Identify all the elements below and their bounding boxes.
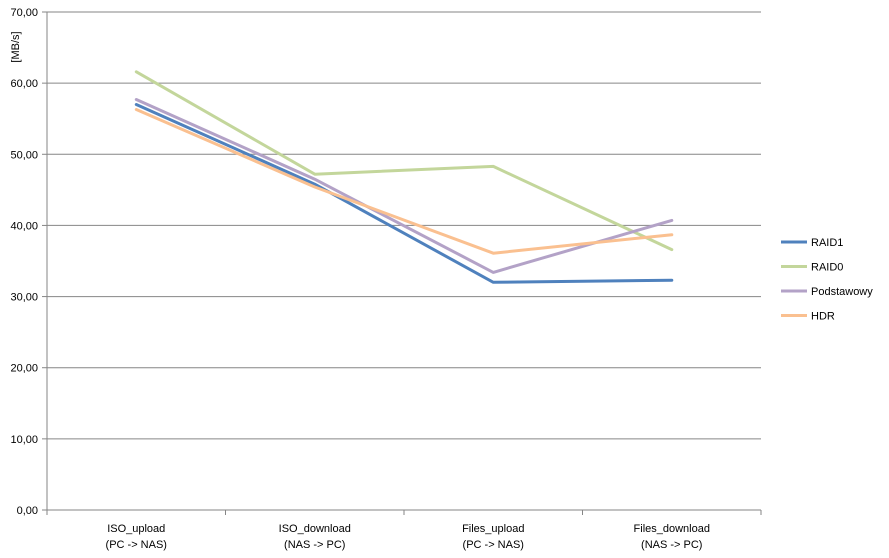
y-tick-label: 10,00 (10, 434, 38, 446)
y-tick-label: 30,00 (10, 292, 38, 304)
y-tick-label: 50,00 (10, 149, 38, 161)
series-line-hdr (134, 108, 674, 255)
x-tick-label: ISO_upload (107, 523, 165, 535)
y-tick-labels: 0,00 10,00 20,00 30,00 40,00 50,00 60,00 70,00 (10, 7, 38, 517)
legend: RAID1 RAID0 Podstawowy HDR (781, 237, 873, 323)
series-line-raid1 (134, 103, 674, 284)
y-axis-label: [MB/s] (10, 31, 22, 62)
series-line-podstawowy (134, 98, 674, 274)
y-tick-label: 20,00 (10, 363, 38, 375)
x-tick-label: (PC -> NAS) (106, 539, 167, 551)
legend-label: Podstawowy (811, 286, 873, 298)
x-tick-labels: ISO_upload (PC -> NAS) ISO_download (NAS ->… (106, 523, 710, 551)
x-tick-label: Files_download (634, 523, 710, 535)
series-lines (134, 70, 674, 284)
x-tick-label: ISO_download (279, 523, 351, 535)
y-tick-label: 40,00 (10, 220, 38, 232)
x-tick-label: Files_upload (462, 523, 524, 535)
series-line-raid0 (134, 70, 674, 252)
x-tick-label: (PC -> NAS) (463, 539, 524, 551)
y-tick-label: 0,00 (17, 505, 38, 517)
y-tick-label: 70,00 (10, 7, 38, 19)
x-tick-label: (NAS -> PC) (641, 539, 702, 551)
axes (46, 12, 762, 515)
legend-label: RAID0 (811, 262, 843, 274)
gridlines (42, 11, 761, 511)
x-tick-label: (NAS -> PC) (284, 539, 345, 551)
y-tick-label: 60,00 (10, 78, 38, 90)
legend-label: HDR (811, 311, 835, 323)
legend-label: RAID1 (811, 237, 843, 249)
